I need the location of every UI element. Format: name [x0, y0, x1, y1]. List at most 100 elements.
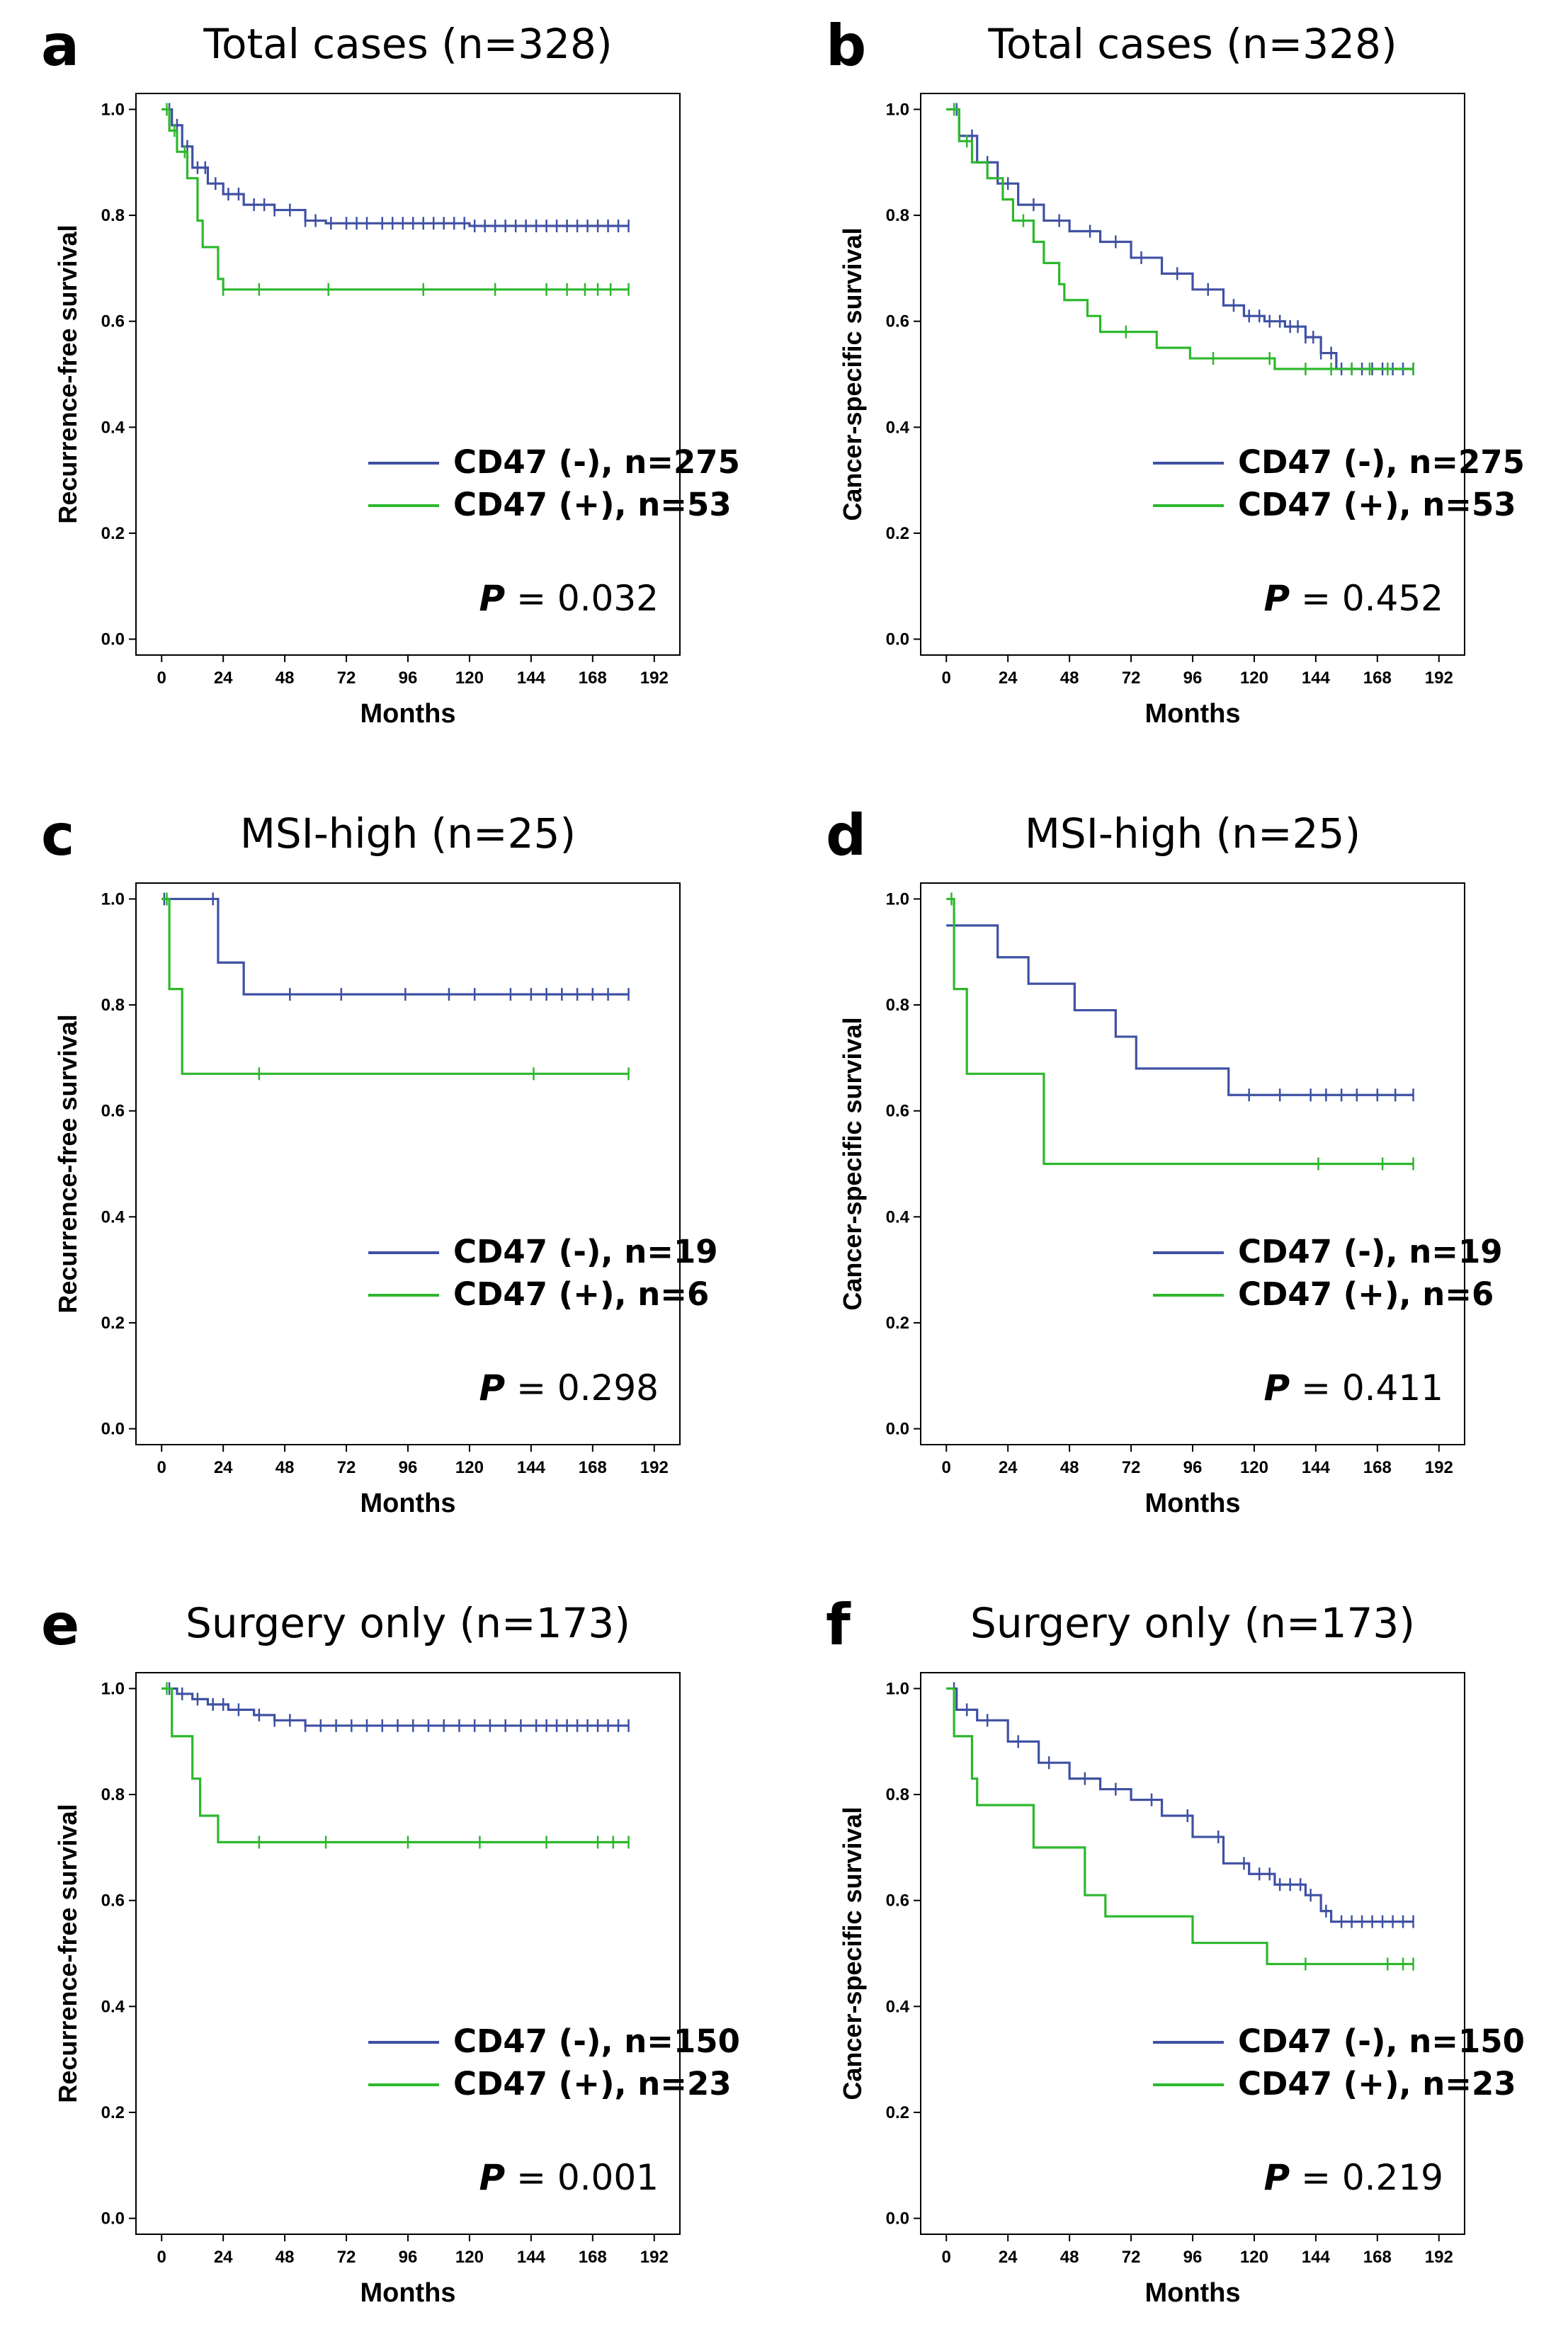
p-number: = 0.411: [1290, 1367, 1443, 1409]
p-number: = 0.001: [505, 2157, 659, 2198]
y-tick-label: 0.4: [886, 418, 910, 437]
y-axis-label: Cancer-specific survival: [838, 227, 867, 520]
y-tick-label: 0.2: [886, 2103, 909, 2122]
x-tick-label: 48: [275, 669, 295, 688]
chart-svg: e Surgery only (n=173) 0.0 0.2 0.4 0.6 0.8 1.0 0…: [41, 1592, 740, 2308]
x-tick-label: 144: [517, 669, 546, 688]
survival-curve: [161, 108, 629, 291]
survival-curve: [161, 108, 629, 227]
y-tick-label: 0.6: [886, 1102, 909, 1121]
x-tick-label: 24: [214, 669, 233, 688]
series-cd47-positive: CD47 (+), n=53: [161, 103, 732, 523]
x-tick-label: 48: [1060, 669, 1079, 688]
y-axis-label: Recurrence-free survival: [53, 1014, 82, 1313]
x-tick-label: 120: [455, 669, 484, 688]
panel-letter: a: [41, 13, 79, 79]
y-tick-label: 0.4: [886, 1207, 910, 1227]
x-axis-label: Months: [1144, 1489, 1240, 1518]
x-tick-label: 144: [1302, 1458, 1331, 1477]
legend-label: CD47 (+), n=53: [453, 486, 732, 523]
x-tick-label: 72: [337, 2248, 356, 2267]
x-tick-label: 168: [1363, 1458, 1392, 1477]
x-axis-label: Months: [1144, 699, 1240, 729]
y-axis-label: Recurrence-free survival: [53, 224, 82, 523]
y-axis-label: Cancer-specific survival: [838, 1807, 867, 2100]
x-tick-label: 24: [214, 2248, 233, 2267]
x-tick-label: 144: [517, 2248, 546, 2267]
x-tick-label: 120: [1240, 1458, 1268, 1477]
y-tick-label: 1.0: [886, 100, 909, 119]
chart-panel-a: a Total cases (n=328) 0.0 0.2 0.4 0.6 0.8 1.0 0 2…: [0, 0, 765, 765]
y-tick-label: 1.0: [101, 889, 125, 909]
plot-frame: [135, 882, 681, 1445]
chart-svg: c MSI-high (n=25) 0.0 0.2 0.4 0.6 0.8 1.0 0 24 48 7…: [41, 802, 718, 1518]
x-tick-label: 144: [1302, 669, 1331, 688]
x-tick-label: 72: [1122, 1458, 1141, 1477]
plot-frame: [135, 1672, 681, 2235]
chart-panel-f: f Surgery only (n=173) 0.0 0.2 0.4 0.6 0.8 1.0 0…: [785, 1579, 1550, 2344]
p-value: P = 0.411: [1264, 1367, 1443, 1409]
x-tick-label: 48: [1060, 2248, 1079, 2267]
x-tick-label: 120: [455, 1458, 484, 1477]
p-number: = 0.298: [505, 1367, 659, 1409]
x-tick-label: 96: [399, 2248, 418, 2267]
y-tick-label: 1.0: [886, 1679, 909, 1698]
chart-svg: a Total cases (n=328) 0.0 0.2 0.4 0.6 0.8 1.0 0 2…: [41, 13, 740, 729]
x-tick-label: 96: [1183, 2248, 1203, 2267]
p-value: P = 0.001: [479, 2157, 659, 2198]
y-tick-label: 1.0: [101, 100, 125, 119]
chart-panel-c: c MSI-high (n=25) 0.0 0.2 0.4 0.6 0.8 1.0 0 24 48 7…: [0, 790, 765, 1554]
x-tick-label: 96: [399, 1458, 418, 1477]
y-axis-label: Recurrence-free survival: [53, 1804, 82, 2103]
x-tick-label: 72: [1122, 2248, 1141, 2267]
series-cd47-negative: CD47 (-), n=19: [161, 892, 718, 1270]
x-tick-label: 120: [1240, 2248, 1268, 2267]
p-symbol: P: [1264, 578, 1290, 619]
y-tick-label: 1.0: [101, 1679, 125, 1698]
survival-curve: [161, 897, 629, 996]
p-number: = 0.219: [1290, 2157, 1443, 2198]
x-tick-label: 120: [1240, 669, 1268, 688]
y-tick-label: 0.2: [101, 1314, 125, 1333]
series-cd47-negative: CD47 (-), n=150: [946, 1682, 1525, 2060]
plot-frame: [135, 93, 681, 656]
x-tick-label: 192: [1425, 669, 1453, 688]
p-symbol: P: [1264, 1367, 1290, 1409]
x-tick-label: 24: [999, 1458, 1018, 1477]
y-tick-label: 0.4: [101, 1207, 125, 1227]
p-value: P = 0.452: [1264, 578, 1443, 619]
x-tick-label: 168: [579, 1458, 607, 1477]
y-tick-label: 0.0: [101, 2209, 125, 2229]
y-tick-label: 0.6: [886, 312, 909, 331]
p-number: = 0.032: [505, 578, 659, 619]
x-tick-label: 192: [1425, 2248, 1453, 2267]
x-tick-label: 72: [337, 669, 356, 688]
y-axis-label: Cancer-specific survival: [838, 1017, 867, 1310]
y-tick-label: 0.0: [886, 630, 909, 649]
legend-label: CD47 (-), n=19: [1238, 1233, 1503, 1270]
y-tick-label: 0.2: [101, 524, 125, 543]
series-cd47-negative: CD47 (-), n=19: [946, 924, 1503, 1270]
p-symbol: P: [1264, 2157, 1290, 2198]
chart-panel-d: d MSI-high (n=25) 0.0 0.2 0.4 0.6 0.8 1.0 0 24 48 7…: [785, 790, 1550, 1554]
x-tick-label: 192: [640, 2248, 669, 2267]
y-tick-label: 1.0: [886, 889, 909, 909]
y-tick-label: 0.8: [101, 206, 125, 225]
x-tick-label: 72: [1122, 669, 1141, 688]
x-tick-label: 24: [999, 669, 1018, 688]
chart-panel-e: e Surgery only (n=173) 0.0 0.2 0.4 0.6 0.8 1.0 0…: [0, 1579, 765, 2344]
survival-curve: [946, 1687, 1414, 1966]
y-tick-label: 0.6: [886, 1891, 909, 1911]
series-cd47-negative: CD47 (-), n=275: [161, 103, 740, 481]
x-tick-label: 72: [337, 1458, 356, 1477]
chart-svg: d MSI-high (n=25) 0.0 0.2 0.4 0.6 0.8 1.0 0 24 48 7…: [826, 802, 1503, 1518]
chart-title: Total cases (n=328): [987, 20, 1397, 68]
series-cd47-positive: CD47 (+), n=23: [161, 1682, 732, 2103]
x-tick-label: 168: [1363, 669, 1392, 688]
y-tick-label: 0.8: [886, 206, 909, 225]
p-symbol: P: [479, 1367, 506, 1409]
x-tick-label: 144: [517, 1458, 546, 1477]
y-tick-label: 0.8: [886, 996, 909, 1015]
y-tick-label: 0.0: [101, 630, 125, 649]
y-tick-label: 0.2: [101, 2103, 125, 2122]
